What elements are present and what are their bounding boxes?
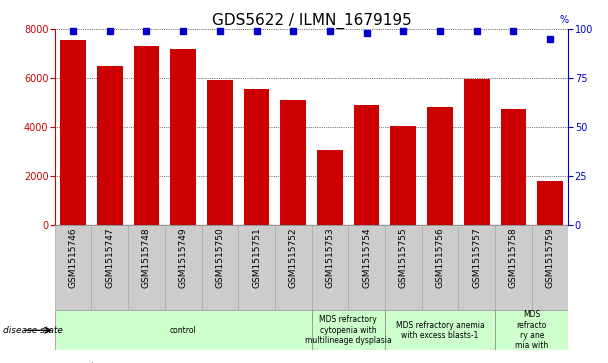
FancyBboxPatch shape — [495, 225, 532, 310]
Bar — [317, 150, 343, 225]
Text: GSM1515759: GSM1515759 — [545, 228, 554, 288]
Bar — [60, 40, 86, 225]
Text: GSM1515746: GSM1515746 — [69, 228, 78, 288]
FancyBboxPatch shape — [311, 225, 348, 310]
Text: GSM1515755: GSM1515755 — [399, 228, 408, 288]
Text: count: count — [70, 362, 95, 363]
Text: GSM1515754: GSM1515754 — [362, 228, 371, 288]
FancyBboxPatch shape — [91, 225, 128, 310]
Text: %: % — [559, 15, 568, 25]
Bar — [537, 181, 563, 225]
Bar — [390, 126, 416, 225]
Bar — [354, 105, 379, 225]
FancyBboxPatch shape — [385, 310, 495, 350]
Bar — [280, 100, 306, 225]
Text: MDS refractory anemia
with excess blasts-1: MDS refractory anemia with excess blasts… — [396, 321, 485, 340]
Text: GSM1515750: GSM1515750 — [215, 228, 224, 288]
Text: GSM1515748: GSM1515748 — [142, 228, 151, 288]
Text: GSM1515747: GSM1515747 — [105, 228, 114, 288]
FancyBboxPatch shape — [55, 225, 91, 310]
Bar — [207, 81, 233, 225]
Text: GSM1515756: GSM1515756 — [435, 228, 444, 288]
Text: GSM1515753: GSM1515753 — [325, 228, 334, 288]
FancyBboxPatch shape — [422, 225, 458, 310]
Bar — [464, 79, 489, 225]
Bar — [500, 109, 527, 225]
Text: disease state: disease state — [3, 326, 63, 335]
Text: GSM1515758: GSM1515758 — [509, 228, 518, 288]
Bar — [427, 107, 453, 225]
FancyBboxPatch shape — [275, 225, 311, 310]
FancyBboxPatch shape — [348, 225, 385, 310]
Title: GDS5622 / ILMN_1679195: GDS5622 / ILMN_1679195 — [212, 13, 412, 29]
Text: MDS
refracto
ry ane
mia with: MDS refracto ry ane mia with — [515, 310, 548, 350]
FancyBboxPatch shape — [385, 225, 422, 310]
Text: GSM1515752: GSM1515752 — [289, 228, 298, 288]
Text: control: control — [170, 326, 196, 335]
Text: MDS refractory
cytopenia with
multilineage dysplasia: MDS refractory cytopenia with multilinea… — [305, 315, 392, 345]
Text: GSM1515751: GSM1515751 — [252, 228, 261, 288]
Bar — [244, 89, 269, 225]
FancyBboxPatch shape — [55, 310, 311, 350]
FancyBboxPatch shape — [201, 225, 238, 310]
FancyBboxPatch shape — [495, 310, 568, 350]
Bar — [134, 46, 159, 225]
Text: ■: ■ — [58, 362, 67, 363]
FancyBboxPatch shape — [458, 225, 495, 310]
Bar — [170, 49, 196, 225]
FancyBboxPatch shape — [311, 310, 385, 350]
FancyBboxPatch shape — [532, 225, 568, 310]
Bar — [97, 66, 123, 225]
FancyBboxPatch shape — [165, 225, 201, 310]
FancyBboxPatch shape — [238, 225, 275, 310]
Text: GSM1515749: GSM1515749 — [179, 228, 188, 288]
Text: GSM1515757: GSM1515757 — [472, 228, 482, 288]
FancyBboxPatch shape — [128, 225, 165, 310]
